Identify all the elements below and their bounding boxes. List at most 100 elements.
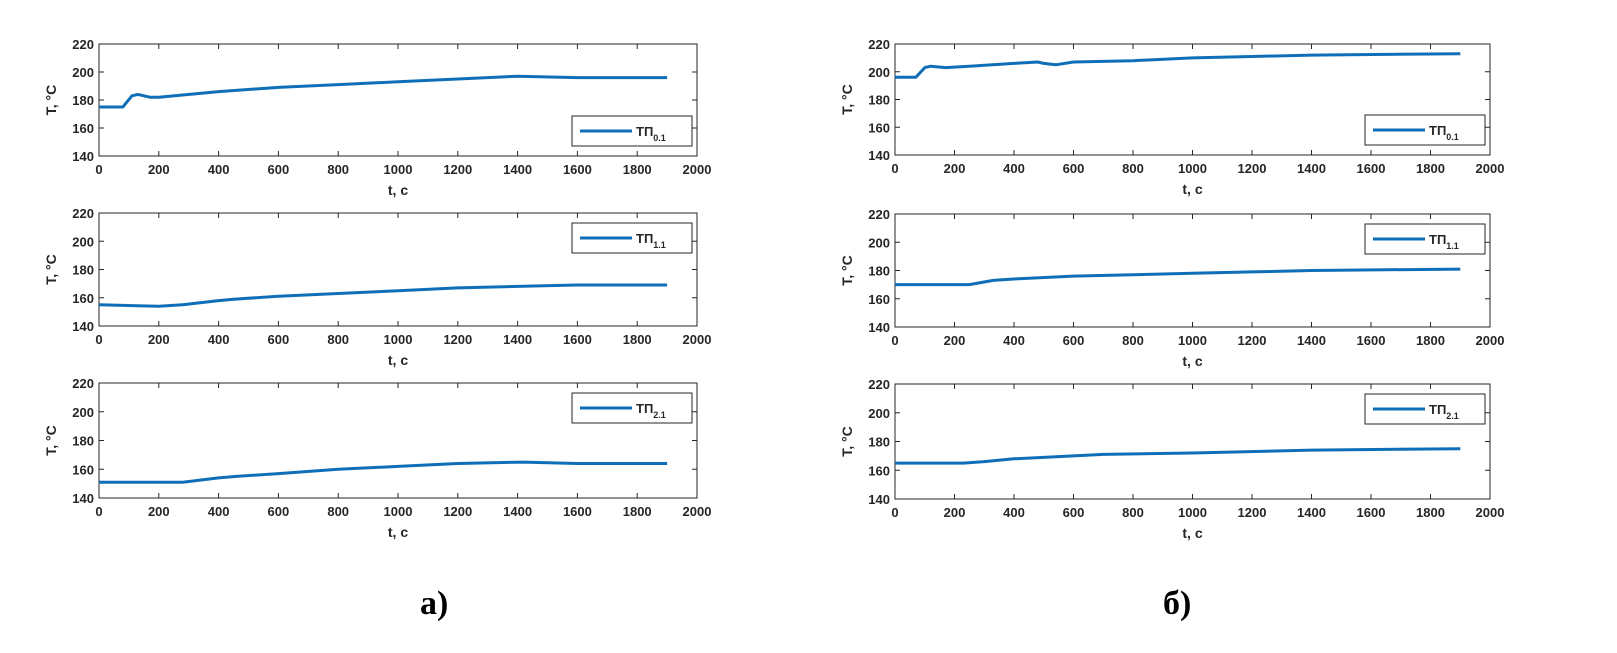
x-tick-label: 800 [1122,161,1144,176]
x-tick-label: 1400 [1297,505,1326,520]
x-tick-label: 0 [891,333,898,348]
x-tick-label: 1200 [1238,505,1267,520]
y-tick-label: 200 [868,235,890,250]
series-line [895,52,1461,79]
y-tick-label: 220 [868,207,890,222]
y-tick-label: 160 [868,120,890,135]
y-tick-label: 200 [868,65,890,80]
y-tick-label: 200 [72,405,94,420]
x-tick-label: 400 [208,504,230,519]
y-tick-label: 220 [868,37,890,52]
x-axis-label: t, c [388,352,408,368]
series-line [98,283,668,308]
x-tick-label: 800 [1122,333,1144,348]
legend-label: ТП0.1 [636,124,666,143]
legend-subscript: 2.1 [1446,411,1459,421]
x-tick-label: 400 [1003,333,1025,348]
series-line [895,267,1461,287]
x-tick-label: 800 [327,332,349,347]
x-tick-label: 0 [891,161,898,176]
legend-label: ТП0.1 [1429,123,1459,142]
subplot-1: 0 200 400 600 800 1000 1200 1400 1600 1800 2000 140… [43,37,711,198]
legend-subscript: 0.1 [653,133,666,143]
legend: ТП0.1 [1364,114,1486,146]
y-tick-label: 140 [72,149,94,164]
x-tick-label: 2000 [1476,333,1505,348]
x-axis-label: t, c [388,182,408,198]
x-tick-label: 1800 [1416,333,1445,348]
x-tick-label: 0 [95,332,102,347]
series-line [895,447,1461,465]
y-axis-label: T, °C [839,84,855,115]
x-tick-label: 200 [944,161,966,176]
legend: ТП0.1 [571,115,693,147]
y-tick-label: 140 [72,491,94,506]
x-tick-label: 1800 [1416,505,1445,520]
x-tick-label: 200 [944,333,966,348]
x-tick-label: 1200 [1238,333,1267,348]
y-tick-label: 180 [72,93,94,108]
x-tick-label: 1600 [563,332,592,347]
legend: ТП2.1 [1364,393,1486,425]
y-tick-label: 180 [868,264,890,279]
legend-label: ТП1.1 [1429,232,1459,251]
x-tick-label: 1800 [623,162,652,177]
y-tick-label: 180 [72,434,94,449]
legend-label: ТП2.1 [1429,402,1459,421]
x-tick-label: 800 [327,162,349,177]
x-tick-label: 1400 [503,162,532,177]
x-tick-label: 1600 [1357,161,1386,176]
x-tick-label: 2000 [683,504,712,519]
y-axis-label: T, °C [839,426,855,457]
x-tick-label: 600 [1063,161,1085,176]
legend-subscript: 0.1 [1446,132,1459,142]
x-tick-label: 1400 [503,332,532,347]
x-tick-label: 1000 [1178,161,1207,176]
x-tick-label: 200 [148,504,170,519]
y-tick-label: 220 [868,377,890,392]
x-tick-label: 1800 [1416,161,1445,176]
x-tick-label: 2000 [683,332,712,347]
y-tick-label: 180 [868,93,890,108]
y-tick-label: 200 [72,234,94,249]
subplot-3: 0 200 400 600 800 1000 1200 1400 1600 1800 2000 140… [43,376,711,540]
legend-name: ТП [1429,232,1446,247]
x-tick-label: 1600 [563,504,592,519]
x-tick-label: 400 [208,332,230,347]
x-tick-label: 1000 [384,332,413,347]
x-axis-label: t, c [1182,353,1202,369]
legend: ТП1.1 [571,222,693,254]
x-tick-label: 1000 [1178,505,1207,520]
x-tick-label: 200 [148,162,170,177]
x-axis-label: t, c [1182,181,1202,197]
y-tick-label: 220 [72,376,94,391]
y-tick-label: 160 [72,462,94,477]
x-tick-label: 1400 [1297,333,1326,348]
subplot-5: 0 200 400 600 800 1000 1200 1400 1600 1800 2000 140… [839,207,1504,369]
series-line [99,74,668,109]
y-axis-label: T, °C [839,255,855,286]
x-tick-label: 1400 [503,504,532,519]
legend-name: ТП [636,401,653,416]
x-tick-label: 0 [95,162,102,177]
subplot-2: 0 200 400 600 800 1000 1200 1400 1600 1800 2000 140… [43,206,711,368]
subplot-4: 0 200 400 600 800 1000 1200 1400 1600 1800 2000 140… [839,37,1504,197]
x-tick-label: 200 [148,332,170,347]
x-tick-label: 1600 [1357,333,1386,348]
y-axis-label: T, °C [43,425,59,456]
y-tick-label: 160 [72,121,94,136]
x-tick-label: 0 [891,505,898,520]
legend-subscript: 1.1 [653,240,666,250]
x-tick-label: 2000 [683,162,712,177]
y-tick-label: 180 [868,435,890,450]
x-tick-label: 400 [1003,505,1025,520]
x-tick-label: 0 [95,504,102,519]
x-tick-label: 200 [944,505,966,520]
x-tick-label: 800 [1122,505,1144,520]
x-axis-label: t, c [1182,525,1202,541]
legend-name: ТП [1429,123,1446,138]
x-tick-label: 600 [268,332,290,347]
legend: ТП1.1 [1364,223,1486,255]
x-tick-label: 1200 [443,162,472,177]
